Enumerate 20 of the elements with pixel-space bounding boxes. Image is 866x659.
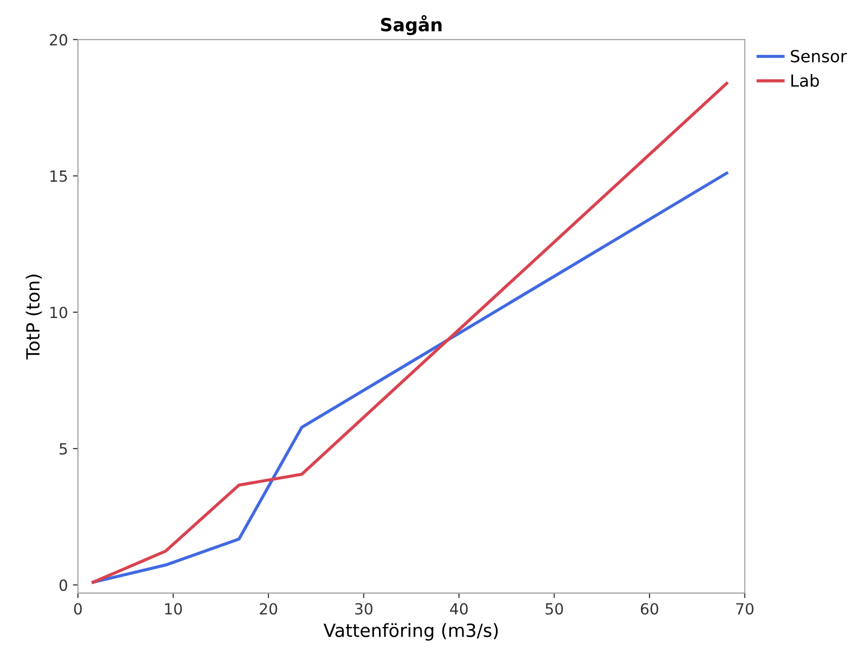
y-tick-label: 5 xyxy=(60,443,67,455)
line-series xyxy=(92,172,728,584)
x-tick-label: 30 xyxy=(355,603,372,615)
legend-label: Lab xyxy=(791,74,819,87)
x-tick-label: 0 xyxy=(74,603,82,615)
y-tick-label: 0 xyxy=(60,579,68,591)
x-tick-label: 70 xyxy=(736,603,754,615)
x-tick-label: 40 xyxy=(450,603,468,615)
y-tick-label: 20 xyxy=(50,34,68,46)
legend-label: Sensor xyxy=(790,50,847,62)
x-axis-title: Vattenföring (m3/s) xyxy=(324,623,498,641)
chart-title: Sagån xyxy=(381,15,442,36)
y-tick-label: 15 xyxy=(50,170,67,182)
x-tick-label: 20 xyxy=(260,603,278,615)
x-tick-label: 10 xyxy=(165,603,182,615)
line-series xyxy=(92,82,728,584)
x-tick-label: 50 xyxy=(546,603,563,615)
y-axis-title: TotP (ton) xyxy=(26,274,42,360)
x-tick-label: 60 xyxy=(640,603,658,615)
y-tick-label: 10 xyxy=(50,306,68,318)
